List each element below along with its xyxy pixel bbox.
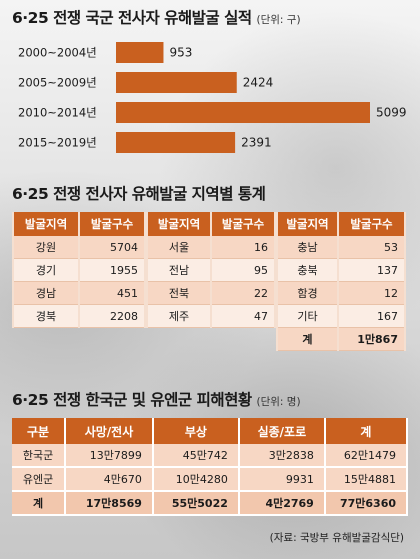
region-cell: 경기 bbox=[12, 258, 80, 282]
region-cell: 기타 bbox=[276, 304, 339, 328]
count-cell: 167 bbox=[336, 304, 407, 328]
table-row: 경남 451 bbox=[12, 281, 146, 305]
bar bbox=[116, 72, 237, 93]
casualties-header-row: 구분 사망/전사 부상 실종/포로 계 bbox=[12, 418, 409, 444]
header-region: 발굴지역 bbox=[12, 212, 80, 236]
region-cell: 서울 bbox=[146, 236, 212, 259]
table-row: 유엔군 4만670 10만4280 9931 15만4881 bbox=[12, 467, 409, 492]
count-cell: 16 bbox=[210, 236, 276, 259]
table-row: 충북 137 bbox=[276, 258, 407, 282]
value-cell: 3만2838 bbox=[238, 444, 326, 468]
table-row: 충남 53 bbox=[276, 236, 407, 259]
data-label: 2424 bbox=[243, 76, 274, 90]
total-row: 계 1만867 bbox=[276, 327, 407, 351]
header-region: 발굴지역 bbox=[276, 212, 339, 236]
table-row: 계 17만8569 55만5022 4만2769 77만6360 bbox=[12, 491, 409, 516]
casualties-header: 실종/포로 bbox=[238, 418, 326, 444]
casualties-title: 6·25 전쟁 한국군 및 유엔군 피해현황 (단위: 명) bbox=[12, 391, 301, 409]
total-value: 1만867 bbox=[336, 327, 407, 351]
table-row: 경북 2208 bbox=[12, 304, 146, 328]
count-cell: 1955 bbox=[78, 258, 146, 282]
value-cell: 4만2769 bbox=[238, 491, 326, 516]
region-cell: 강원 bbox=[12, 236, 80, 259]
header-region: 발굴지역 bbox=[146, 212, 212, 236]
region-cell: 경북 bbox=[12, 304, 80, 328]
data-label: 2391 bbox=[241, 136, 272, 150]
table-row: 한국군 13만7899 45만742 3만2838 62만1479 bbox=[12, 444, 409, 468]
regional-header-row: 발굴지역 발굴구수 bbox=[146, 212, 276, 236]
casualties-unit: (단위: 명) bbox=[256, 396, 301, 408]
value-cell: 15만4881 bbox=[324, 467, 409, 492]
region-cell: 경남 bbox=[12, 281, 80, 305]
region-cell: 전북 bbox=[146, 281, 212, 305]
source-note: (자료: 국방부 유해발굴감식단) bbox=[269, 532, 404, 544]
value-cell: 77만6360 bbox=[324, 491, 409, 516]
table-row: 함경 12 bbox=[276, 281, 407, 305]
value-cell: 45만742 bbox=[152, 444, 240, 468]
value-cell: 62만1479 bbox=[324, 444, 409, 468]
regional-header-row: 발굴지역 발굴구수 bbox=[276, 212, 407, 236]
value-cell: 17만8569 bbox=[65, 491, 154, 516]
bar bbox=[116, 132, 236, 153]
chart-title: 6·25 전쟁 국군 전사자 유해발굴 실적 (단위: 구) bbox=[12, 9, 301, 27]
value-cell: 55만5022 bbox=[152, 491, 240, 516]
count-cell: 451 bbox=[78, 281, 146, 305]
count-cell: 22 bbox=[210, 281, 276, 305]
region-cell: 충남 bbox=[276, 236, 339, 259]
table-row: 전북 22 bbox=[146, 281, 276, 305]
regional-table-2: 발굴지역 발굴구수 서울 16 전남 95 전북 22 제주 47 bbox=[146, 212, 276, 328]
casualties-header: 사망/전사 bbox=[65, 418, 154, 444]
casualties-header: 계 bbox=[324, 418, 409, 444]
header-count: 발굴구수 bbox=[210, 212, 276, 236]
casualties-header: 부상 bbox=[152, 418, 240, 444]
table-row: 서울 16 bbox=[146, 236, 276, 259]
count-cell: 53 bbox=[336, 236, 407, 259]
table-row: 전남 95 bbox=[146, 258, 276, 282]
value-cell: 10만4280 bbox=[152, 467, 240, 492]
value-cell: 4만670 bbox=[65, 467, 154, 492]
header-count: 발굴구수 bbox=[336, 212, 407, 236]
category-label: 2005~2009년 bbox=[18, 76, 97, 90]
count-cell: 5704 bbox=[78, 236, 146, 259]
bar bbox=[116, 42, 164, 63]
region-cell: 제주 bbox=[146, 304, 212, 328]
bar bbox=[116, 102, 370, 123]
casualties-header: 구분 bbox=[12, 418, 67, 444]
header-count: 발굴구수 bbox=[78, 212, 146, 236]
region-cell: 충북 bbox=[276, 258, 339, 282]
count-cell: 2208 bbox=[78, 304, 146, 328]
total-label: 계 bbox=[276, 327, 339, 351]
regional-title: 6·25 전쟁 전사자 유해발굴 지역별 통계 bbox=[12, 185, 266, 203]
regional-header-row: 발굴지역 발굴구수 bbox=[12, 212, 146, 236]
category-label: 2015~2019년 bbox=[18, 136, 97, 150]
count-cell: 47 bbox=[210, 304, 276, 328]
row-label: 한국군 bbox=[12, 444, 67, 468]
table-row: 기타 167 bbox=[276, 304, 407, 328]
data-label: 5099 bbox=[376, 106, 407, 120]
casualties-table: 구분 사망/전사 부상 실종/포로 계 한국군 13만7899 45만742 3만2838 62만… bbox=[12, 418, 409, 516]
excavation-bar-chart: 2000~2004년 953 2005~2009년 2424 2010~2014년 509… bbox=[18, 42, 407, 153]
table-row: 강원 5704 bbox=[12, 236, 146, 259]
table-row: 경기 1955 bbox=[12, 258, 146, 282]
category-label: 2010~2014년 bbox=[18, 106, 97, 120]
regional-table-1: 발굴지역 발굴구수 강원 5704 경기 1955 경남 451 경북 2208 bbox=[12, 212, 146, 328]
value-cell: 13만7899 bbox=[65, 444, 154, 468]
value-cell: 9931 bbox=[238, 467, 326, 492]
chart-unit: (단위: 구) bbox=[256, 14, 301, 26]
count-cell: 137 bbox=[336, 258, 407, 282]
region-cell: 함경 bbox=[276, 281, 339, 305]
regional-table-3: 발굴지역 발굴구수 충남 53 충북 137 함경 12 기타 167 계 1만867 bbox=[276, 212, 407, 351]
category-label: 2000~2004년 bbox=[18, 46, 97, 60]
region-cell: 전남 bbox=[146, 258, 212, 282]
row-label: 계 bbox=[12, 491, 67, 516]
count-cell: 12 bbox=[336, 281, 407, 305]
row-label: 유엔군 bbox=[12, 467, 67, 492]
table-row: 제주 47 bbox=[146, 304, 276, 328]
data-label: 953 bbox=[169, 46, 192, 60]
count-cell: 95 bbox=[210, 258, 276, 282]
